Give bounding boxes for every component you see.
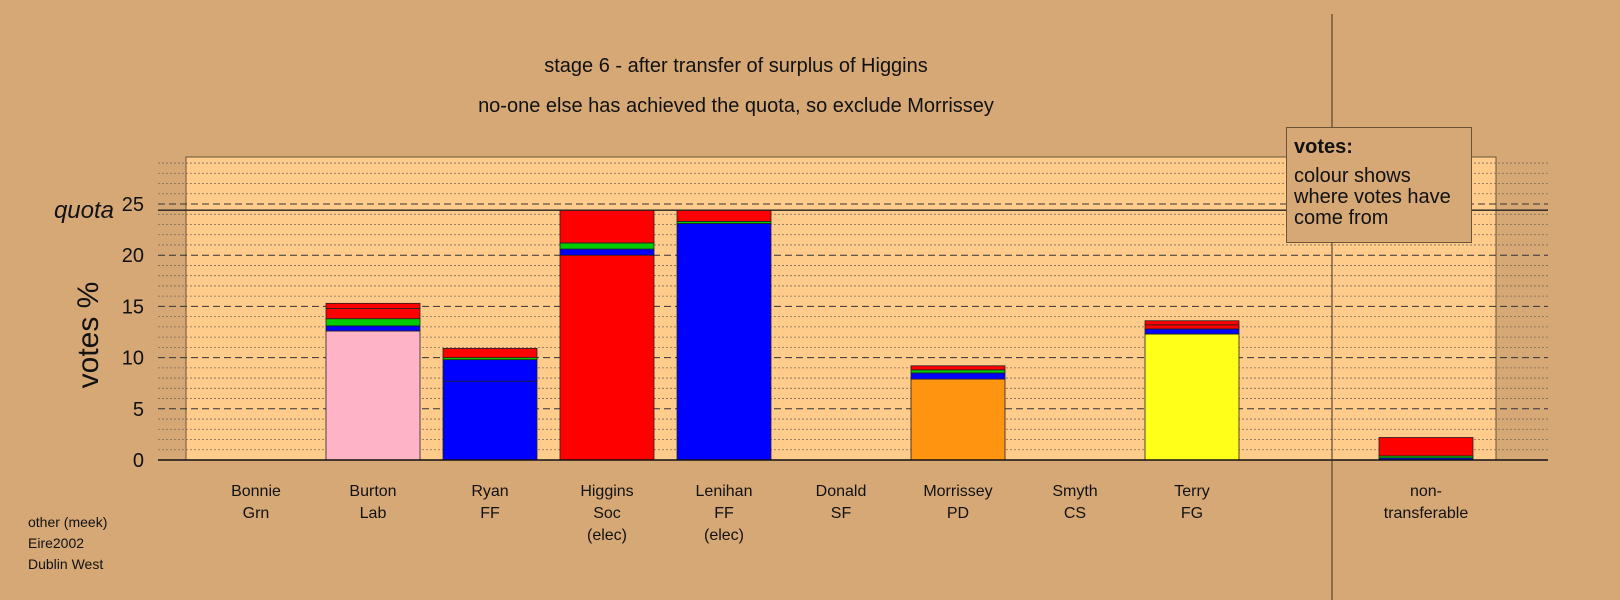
y-tick-label: 0 <box>133 450 144 472</box>
bar-segment <box>559 242 655 250</box>
x-tick-label: Smyth <box>1052 483 1097 500</box>
bar-segment <box>1144 324 1240 330</box>
x-tick-label: Bonnie <box>231 483 281 500</box>
bar-segment <box>676 223 772 461</box>
bar-segment <box>442 359 538 382</box>
x-tick-label: FF <box>714 505 734 522</box>
bar-non <box>1378 437 1474 461</box>
x-tick-label: CS <box>1064 505 1086 522</box>
legend-box: votes: colour shows where votes have com… <box>1286 127 1472 243</box>
bar-segment <box>910 369 1006 374</box>
legend-text: colour shows where votes have come from <box>1294 165 1451 229</box>
x-tick-label: PD <box>947 505 969 522</box>
x-tick-label: Lab <box>360 505 387 522</box>
footer-constituency: Dublin West <box>28 556 104 572</box>
x-tick-label: Grn <box>243 505 270 522</box>
bar-segment <box>676 209 772 222</box>
bar-segment <box>1144 333 1240 461</box>
x-tick-label: FF <box>480 505 500 522</box>
bar-lenihan <box>676 209 772 461</box>
bar-segment <box>325 330 421 461</box>
bar-segment <box>910 378 1006 461</box>
legend-title: votes: <box>1294 136 1353 158</box>
x-tick-label: (elec) <box>704 527 744 544</box>
footer-method: other (meek) <box>28 514 108 530</box>
quota-label: quota <box>54 197 114 224</box>
x-tick-label: Higgins <box>580 483 633 500</box>
y-tick-label: 15 <box>122 296 144 318</box>
bar-segment <box>910 372 1006 380</box>
bar-segment <box>1144 328 1240 335</box>
bar-segment <box>325 308 421 320</box>
x-tick-labels: Bonnie Grn Burton Lab Ryan FF Higgins Soc (elec)… <box>231 483 1468 544</box>
bar-segment <box>559 254 655 461</box>
bar-ryan <box>442 347 538 461</box>
x-tick-label: Terry <box>1174 483 1210 500</box>
bar-segment <box>325 318 421 327</box>
x-tick-label: transferable <box>1384 505 1469 522</box>
bar-segment <box>910 365 1006 371</box>
bar-segment <box>442 347 538 359</box>
x-tick-label: Lenihan <box>696 483 753 500</box>
bar-segment <box>1144 320 1240 326</box>
y-tick-label: 20 <box>122 245 144 267</box>
x-tick-label: non- <box>1410 483 1442 500</box>
bar-segment <box>1378 437 1474 457</box>
bar-higgins <box>559 209 655 461</box>
y-tick-label: 25 <box>122 194 144 216</box>
bar-segment <box>442 380 538 461</box>
y-axis-label: votes % <box>72 282 105 389</box>
bar-segment <box>559 248 655 256</box>
bar-morrissey <box>910 365 1006 461</box>
bars <box>325 209 1474 461</box>
x-tick-label: (elec) <box>587 527 627 544</box>
x-tick-label: Morrissey <box>923 483 992 500</box>
y-tick-label: 5 <box>133 399 144 421</box>
footer-election: Eire2002 <box>28 535 85 551</box>
bar-segment <box>559 209 655 244</box>
y-tick-label: 10 <box>122 348 144 370</box>
x-tick-label: Donald <box>816 483 867 500</box>
y-tick-labels: 0 5 10 15 20 25 <box>122 194 144 472</box>
x-tick-label: FG <box>1181 505 1203 522</box>
x-tick-label: Burton <box>349 483 396 500</box>
x-tick-label: SF <box>831 505 852 522</box>
x-tick-label: Soc <box>593 505 621 522</box>
chart-title: stage 6 - after transfer of surplus of H… <box>544 55 928 77</box>
bar-segment <box>325 302 421 309</box>
x-tick-label: Ryan <box>471 483 508 500</box>
bar-burton <box>325 302 421 461</box>
bar-terry <box>1144 320 1240 461</box>
bar-segment <box>325 325 421 332</box>
chart-subtitle: no-one else has achieved the quota, so e… <box>478 95 994 117</box>
